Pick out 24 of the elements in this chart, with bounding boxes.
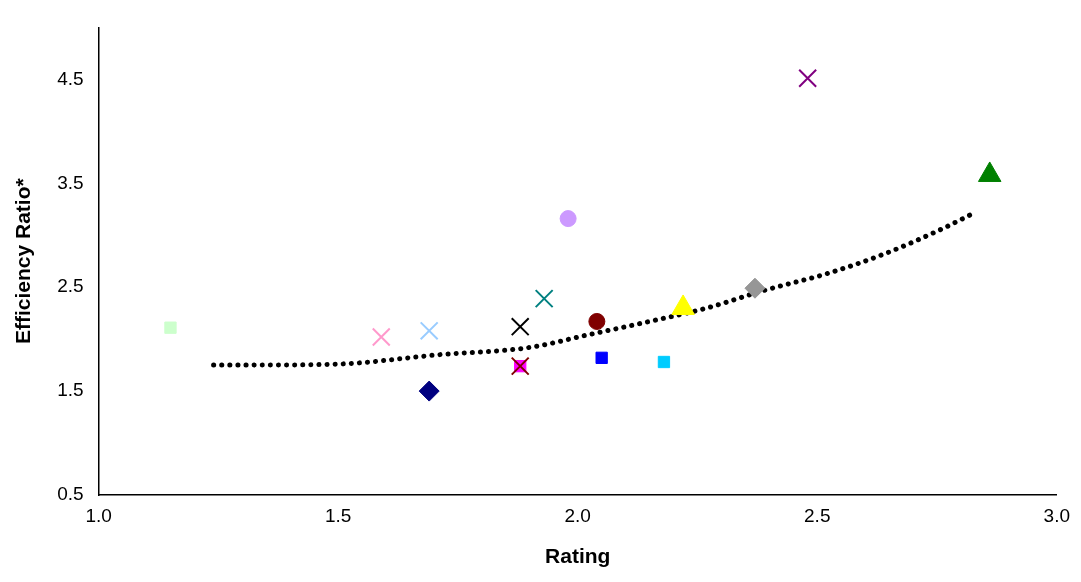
y-tick-label: 1.5 [57,379,84,401]
y-tick-label: 3.5 [57,171,84,193]
point [418,380,440,402]
x-tick-label: 1.5 [324,504,352,526]
y-tick-label: 2.5 [57,275,84,297]
point [588,312,606,330]
point [164,321,177,334]
point [534,289,554,309]
point [798,68,818,88]
y-tick-label: 4.5 [57,67,84,89]
point [744,277,766,299]
x-tick-label: 3.0 [1043,504,1070,526]
x-tick-label: 1.0 [85,504,112,526]
point [371,327,391,347]
y-tick-label: 0.5 [57,483,84,505]
point [657,355,671,369]
point [510,317,530,337]
x-tick-label: 2.0 [564,504,591,526]
x-axis-title: Rating [545,544,611,568]
point [595,351,608,364]
y-axis-title: Efficiency Ratio* [11,177,35,345]
point [419,321,439,341]
x-tick-label: 2.5 [804,504,831,526]
point [559,210,577,228]
